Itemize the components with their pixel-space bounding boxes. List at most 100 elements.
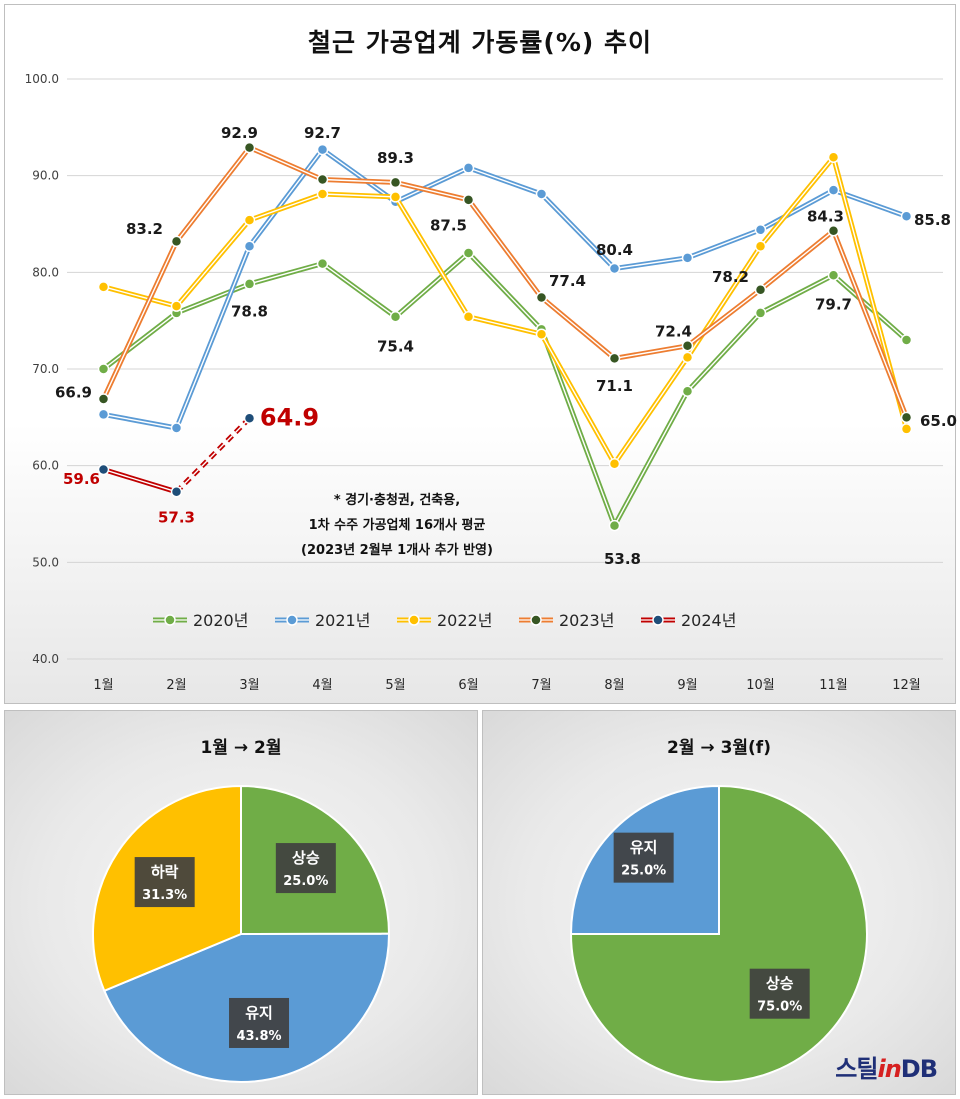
data-point <box>170 486 183 498</box>
pie-label-percent: 43.8% <box>236 1029 281 1044</box>
data-point <box>316 188 329 200</box>
y-tick-label: 100.0 <box>25 72 59 86</box>
series-2023년-line-highlight <box>102 146 908 418</box>
series-2024년-line-highlight <box>103 468 177 493</box>
data-point <box>462 311 475 323</box>
legend-label: 2020년 <box>193 611 248 630</box>
y-tick-label: 70.0 <box>32 362 59 376</box>
data-point <box>681 340 694 352</box>
pie-label-percent: 25.0% <box>283 874 328 889</box>
series-2024년-forecast-line-highlight <box>176 417 250 493</box>
pie-label-percent: 75.0% <box>757 1000 802 1015</box>
data-point <box>389 191 402 203</box>
data-label: 65.0 <box>920 412 957 430</box>
data-label: 80.4 <box>596 241 633 259</box>
pie-chart-jan-feb-panel: 1월 → 2월 상승 25.0% 유지 43.8% 하락 31.3% <box>4 710 478 1095</box>
legend-marker <box>164 614 176 626</box>
data-label: 83.2 <box>126 220 163 238</box>
series-2023년-line <box>101 145 909 419</box>
x-tick-label: 8월 <box>604 678 624 693</box>
data-point <box>170 300 183 312</box>
legend-marker <box>286 614 298 626</box>
data-point <box>900 334 913 346</box>
data-point <box>900 423 913 435</box>
data-label: 78.8 <box>231 302 268 320</box>
legend-label: 2024년 <box>681 611 736 630</box>
legend-marker <box>408 614 420 626</box>
data-point <box>827 225 840 237</box>
data-point <box>389 311 402 323</box>
series-2021년-line-highlight <box>103 148 907 429</box>
data-point <box>535 328 548 340</box>
data-label: 57.3 <box>158 508 195 526</box>
series-2020년-line-highlight <box>103 252 907 527</box>
data-point <box>243 412 256 425</box>
pie-label-name: 유지 <box>630 839 658 857</box>
x-tick-label: 6월 <box>458 678 478 693</box>
line-chart-title: 철근 가공업계 가동률(%) 추이 <box>307 28 652 57</box>
legend-marker <box>652 614 664 626</box>
x-tick-label: 11월 <box>819 678 848 693</box>
y-tick-label: 80.0 <box>32 265 59 279</box>
data-point <box>316 173 329 186</box>
data-label: 66.9 <box>55 383 92 401</box>
data-point <box>608 519 621 532</box>
data-label: 64.9 <box>260 403 319 431</box>
data-label: 79.7 <box>815 296 852 314</box>
pie-chart-feb-mar-title: 2월 → 3월(f) <box>667 738 771 758</box>
pie-label-name: 유지 <box>245 1004 273 1022</box>
pie-label-name: 하락 <box>151 863 179 881</box>
data-point <box>243 240 256 252</box>
pie-slice-label: 상승 25.0% <box>275 843 336 894</box>
data-label: 92.9 <box>221 124 258 142</box>
data-point <box>608 352 621 365</box>
data-point <box>170 422 183 434</box>
x-tick-label: 2월 <box>166 678 186 693</box>
x-tick-label: 10월 <box>746 678 775 693</box>
data-label: 92.7 <box>304 124 341 142</box>
footnote-line: 1차 수주 가공업체 16개사 평균 <box>309 517 486 533</box>
pie-label-box <box>613 832 674 883</box>
data-point <box>170 235 183 248</box>
pie-label-name: 상승 <box>766 975 794 993</box>
data-point <box>900 411 913 424</box>
footnote-line: (2023년 2월부 1개사 추가 반영) <box>301 542 493 558</box>
pie-label-box <box>275 843 336 894</box>
y-tick-label: 50.0 <box>32 555 59 569</box>
data-point <box>316 143 329 156</box>
data-point <box>608 262 621 275</box>
data-point <box>535 291 548 304</box>
data-point <box>754 240 767 252</box>
footnote-line: * 경기·충청권, 건축용, <box>334 492 460 508</box>
data-point <box>754 224 767 236</box>
data-point <box>97 363 110 375</box>
x-tick-label: 7월 <box>531 678 551 693</box>
pie-slice-label: 상승 75.0% <box>749 968 810 1019</box>
data-label: 77.4 <box>549 272 586 290</box>
series-2022년-line-highlight <box>103 156 908 465</box>
legend-label: 2022년 <box>437 611 492 630</box>
data-point <box>97 463 110 476</box>
y-tick-label: 60.0 <box>32 459 59 473</box>
pie-label-box <box>749 968 810 1019</box>
pie-slice-label: 하락 31.3% <box>134 857 195 908</box>
x-tick-label: 12월 <box>892 678 921 693</box>
data-point <box>754 283 767 296</box>
data-point <box>243 141 256 154</box>
data-label: 89.3 <box>377 149 414 167</box>
x-tick-label: 1월 <box>93 678 113 693</box>
data-point <box>243 214 256 226</box>
data-label: 59.6 <box>63 470 100 488</box>
x-tick-label: 5월 <box>385 678 405 693</box>
data-point <box>681 252 694 264</box>
y-tick-label: 40.0 <box>32 652 59 666</box>
pie-chart-feb-mar-svg: 상승 75.0% 유지 25.0% <box>569 784 868 1083</box>
pie-chart-feb-mar-panel: 2월 → 3월(f) 상승 75.0% 유지 25.0% 스틸inDB <box>482 710 956 1095</box>
y-tick-label: 90.0 <box>32 169 59 183</box>
data-point <box>97 393 110 405</box>
data-point <box>827 184 840 196</box>
data-point <box>97 281 110 293</box>
data-point <box>681 385 694 397</box>
pie-slice-label: 유지 25.0% <box>613 832 674 883</box>
data-point <box>608 457 621 470</box>
